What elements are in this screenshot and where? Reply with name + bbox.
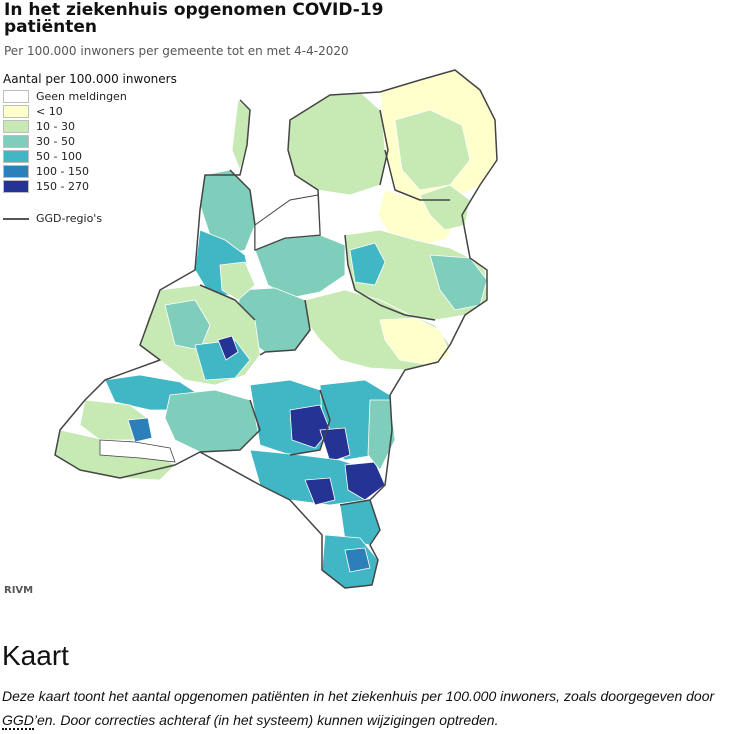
legend-swatch xyxy=(3,120,29,133)
legend-label: 100 - 150 xyxy=(36,165,89,178)
legend-item: 10 - 30 xyxy=(3,119,243,134)
description-text-end: ’en. Door correcties achteraf (in het sy… xyxy=(33,712,499,728)
region-den-haag xyxy=(164,299,211,351)
ggd-boundary-3 xyxy=(259,299,311,356)
legend-label: 10 - 30 xyxy=(36,120,75,133)
legend-item: 30 - 50 xyxy=(3,134,243,149)
region-leiden-hotspot xyxy=(217,335,239,361)
legend-item: 150 - 270 xyxy=(3,179,243,194)
ggd-boundary-8 xyxy=(379,109,389,186)
legend-swatch xyxy=(3,90,29,103)
legend-item: 50 - 100 xyxy=(3,149,243,164)
boundary-label: GGD-regio's xyxy=(36,212,103,225)
legend-label: 50 - 100 xyxy=(36,150,82,163)
ggd-abbreviation[interactable]: GGD xyxy=(2,712,34,730)
region-brabant-east xyxy=(367,399,396,471)
ggd-boundary-5 xyxy=(199,399,261,453)
region-zwolle xyxy=(349,242,386,286)
legend-item: 100 - 150 xyxy=(3,164,243,179)
legend-item: Geen meldingen xyxy=(3,89,243,104)
legend-label: 150 - 270 xyxy=(36,180,89,193)
ggd-boundary-4 xyxy=(199,284,256,321)
region-hotspot-4 xyxy=(304,477,336,506)
ggd-boundary-7 xyxy=(339,499,371,506)
region-hotspot-3 xyxy=(344,461,386,501)
legend-swatch xyxy=(3,135,29,148)
boundary-line-icon xyxy=(3,217,29,220)
legend-swatch xyxy=(3,105,29,118)
region-north-mid xyxy=(394,109,471,191)
map-legend: Aantal per 100.000 inwoners Geen melding… xyxy=(3,72,243,225)
legend-item: < 10 xyxy=(3,104,243,119)
source-credit: RIVM xyxy=(4,585,34,596)
map-subtitle: Per 100.000 inwoners per gemeente tot en… xyxy=(4,44,349,58)
legend-title: Aantal per 100.000 inwoners xyxy=(3,72,177,86)
region-limburg-spot xyxy=(344,547,371,573)
ggd-boundary-1 xyxy=(384,149,450,201)
netherlands-map[interactable] xyxy=(0,0,747,600)
legend-label: Geen meldingen xyxy=(36,90,127,103)
westerschelde-water xyxy=(99,439,176,463)
region-west-brabant xyxy=(164,389,261,453)
legend-swatch xyxy=(3,165,29,178)
region-amsterdam xyxy=(219,261,256,301)
legend-swatch xyxy=(3,180,29,193)
description-text: Deze kaart toont het aantal opgenomen pa… xyxy=(2,688,715,704)
legend-label: 30 - 50 xyxy=(36,135,75,148)
region-hotspot-2 xyxy=(319,427,351,463)
section-description: Deze kaart toont het aantal opgenomen pa… xyxy=(2,684,747,732)
region-zeeland-spot xyxy=(127,417,153,443)
legend-swatch xyxy=(3,150,29,163)
legend-boundary-item: GGD-regio's xyxy=(3,212,243,225)
legend-label: < 10 xyxy=(36,105,63,118)
ggd-boundary-6 xyxy=(289,389,331,456)
ijsselmeer-water xyxy=(254,194,321,251)
region-drenthe-south xyxy=(419,184,471,231)
map-title: In het ziekenhuis opgenomen COVID-19 pat… xyxy=(4,0,384,37)
ggd-boundary-2 xyxy=(344,234,436,321)
country-outline xyxy=(54,69,498,589)
section-title: Kaart xyxy=(2,640,69,671)
